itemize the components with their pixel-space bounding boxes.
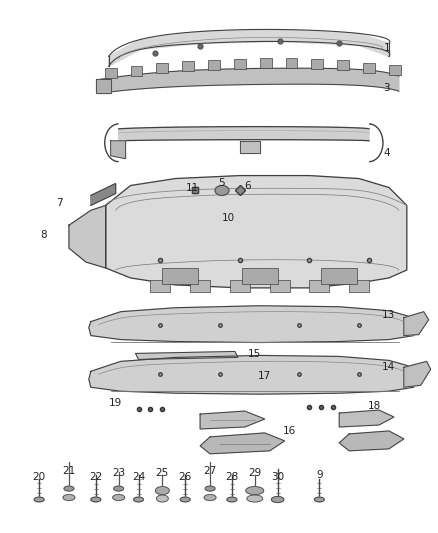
Polygon shape — [96, 79, 111, 93]
Text: 5: 5 — [219, 177, 225, 188]
Bar — [389, 66, 401, 75]
Polygon shape — [135, 351, 238, 359]
Ellipse shape — [134, 497, 144, 502]
Bar — [349, 280, 369, 292]
Text: 24: 24 — [132, 472, 145, 482]
Bar — [321, 268, 357, 284]
Text: 23: 23 — [112, 467, 125, 478]
Polygon shape — [89, 306, 419, 343]
Bar — [234, 59, 246, 69]
Ellipse shape — [314, 497, 324, 502]
Polygon shape — [111, 141, 126, 159]
Text: 7: 7 — [56, 198, 62, 208]
Bar — [230, 280, 250, 292]
Bar — [286, 59, 297, 68]
Bar — [208, 60, 220, 70]
Text: 19: 19 — [109, 398, 122, 408]
Ellipse shape — [114, 486, 124, 491]
Polygon shape — [106, 175, 407, 288]
Bar — [242, 268, 278, 284]
Text: 9: 9 — [316, 470, 323, 480]
Polygon shape — [89, 356, 419, 394]
Text: 30: 30 — [271, 472, 284, 482]
Ellipse shape — [205, 486, 215, 491]
Ellipse shape — [246, 487, 264, 495]
Ellipse shape — [64, 486, 74, 491]
Text: 13: 13 — [382, 310, 396, 320]
Polygon shape — [404, 312, 429, 336]
Text: 28: 28 — [225, 472, 239, 482]
Ellipse shape — [34, 497, 44, 502]
Bar — [182, 61, 194, 71]
Polygon shape — [339, 431, 404, 451]
Text: 8: 8 — [40, 230, 46, 240]
Ellipse shape — [91, 497, 101, 502]
Text: 17: 17 — [258, 372, 271, 381]
Ellipse shape — [113, 495, 124, 500]
Ellipse shape — [247, 495, 263, 502]
Text: 4: 4 — [384, 148, 390, 158]
Text: 16: 16 — [283, 426, 296, 436]
Ellipse shape — [227, 497, 237, 502]
Text: 3: 3 — [384, 83, 390, 93]
Polygon shape — [200, 433, 285, 454]
Ellipse shape — [272, 497, 284, 503]
Polygon shape — [404, 361, 431, 387]
Bar — [309, 280, 329, 292]
Bar — [260, 58, 272, 68]
Text: 26: 26 — [179, 472, 192, 482]
Text: 27: 27 — [203, 466, 217, 475]
Polygon shape — [339, 410, 394, 427]
Text: 21: 21 — [62, 466, 76, 475]
Ellipse shape — [180, 497, 190, 502]
Polygon shape — [109, 29, 389, 66]
Polygon shape — [240, 141, 260, 153]
Bar — [311, 59, 323, 69]
Bar — [131, 66, 142, 76]
Ellipse shape — [155, 487, 170, 495]
Text: 25: 25 — [156, 467, 169, 478]
Bar — [162, 268, 198, 284]
Ellipse shape — [156, 495, 168, 502]
Text: 10: 10 — [221, 213, 234, 223]
Polygon shape — [119, 127, 369, 141]
Text: 18: 18 — [367, 401, 381, 411]
Polygon shape — [69, 205, 106, 268]
Bar — [270, 280, 290, 292]
Text: 20: 20 — [32, 472, 46, 482]
Bar — [150, 280, 170, 292]
Bar — [105, 68, 117, 78]
Ellipse shape — [63, 495, 75, 500]
Polygon shape — [101, 68, 399, 93]
Bar — [363, 63, 375, 72]
Bar — [337, 60, 349, 70]
Polygon shape — [200, 411, 265, 429]
Polygon shape — [91, 183, 116, 205]
Text: 22: 22 — [89, 472, 102, 482]
Text: 15: 15 — [248, 350, 261, 359]
Ellipse shape — [204, 495, 216, 500]
Bar — [156, 63, 168, 73]
Text: 1: 1 — [384, 43, 390, 53]
Text: 29: 29 — [248, 467, 261, 478]
Text: 14: 14 — [382, 362, 396, 373]
Ellipse shape — [215, 185, 229, 196]
Bar — [190, 280, 210, 292]
Text: 11: 11 — [186, 183, 199, 193]
Text: 6: 6 — [244, 181, 251, 190]
